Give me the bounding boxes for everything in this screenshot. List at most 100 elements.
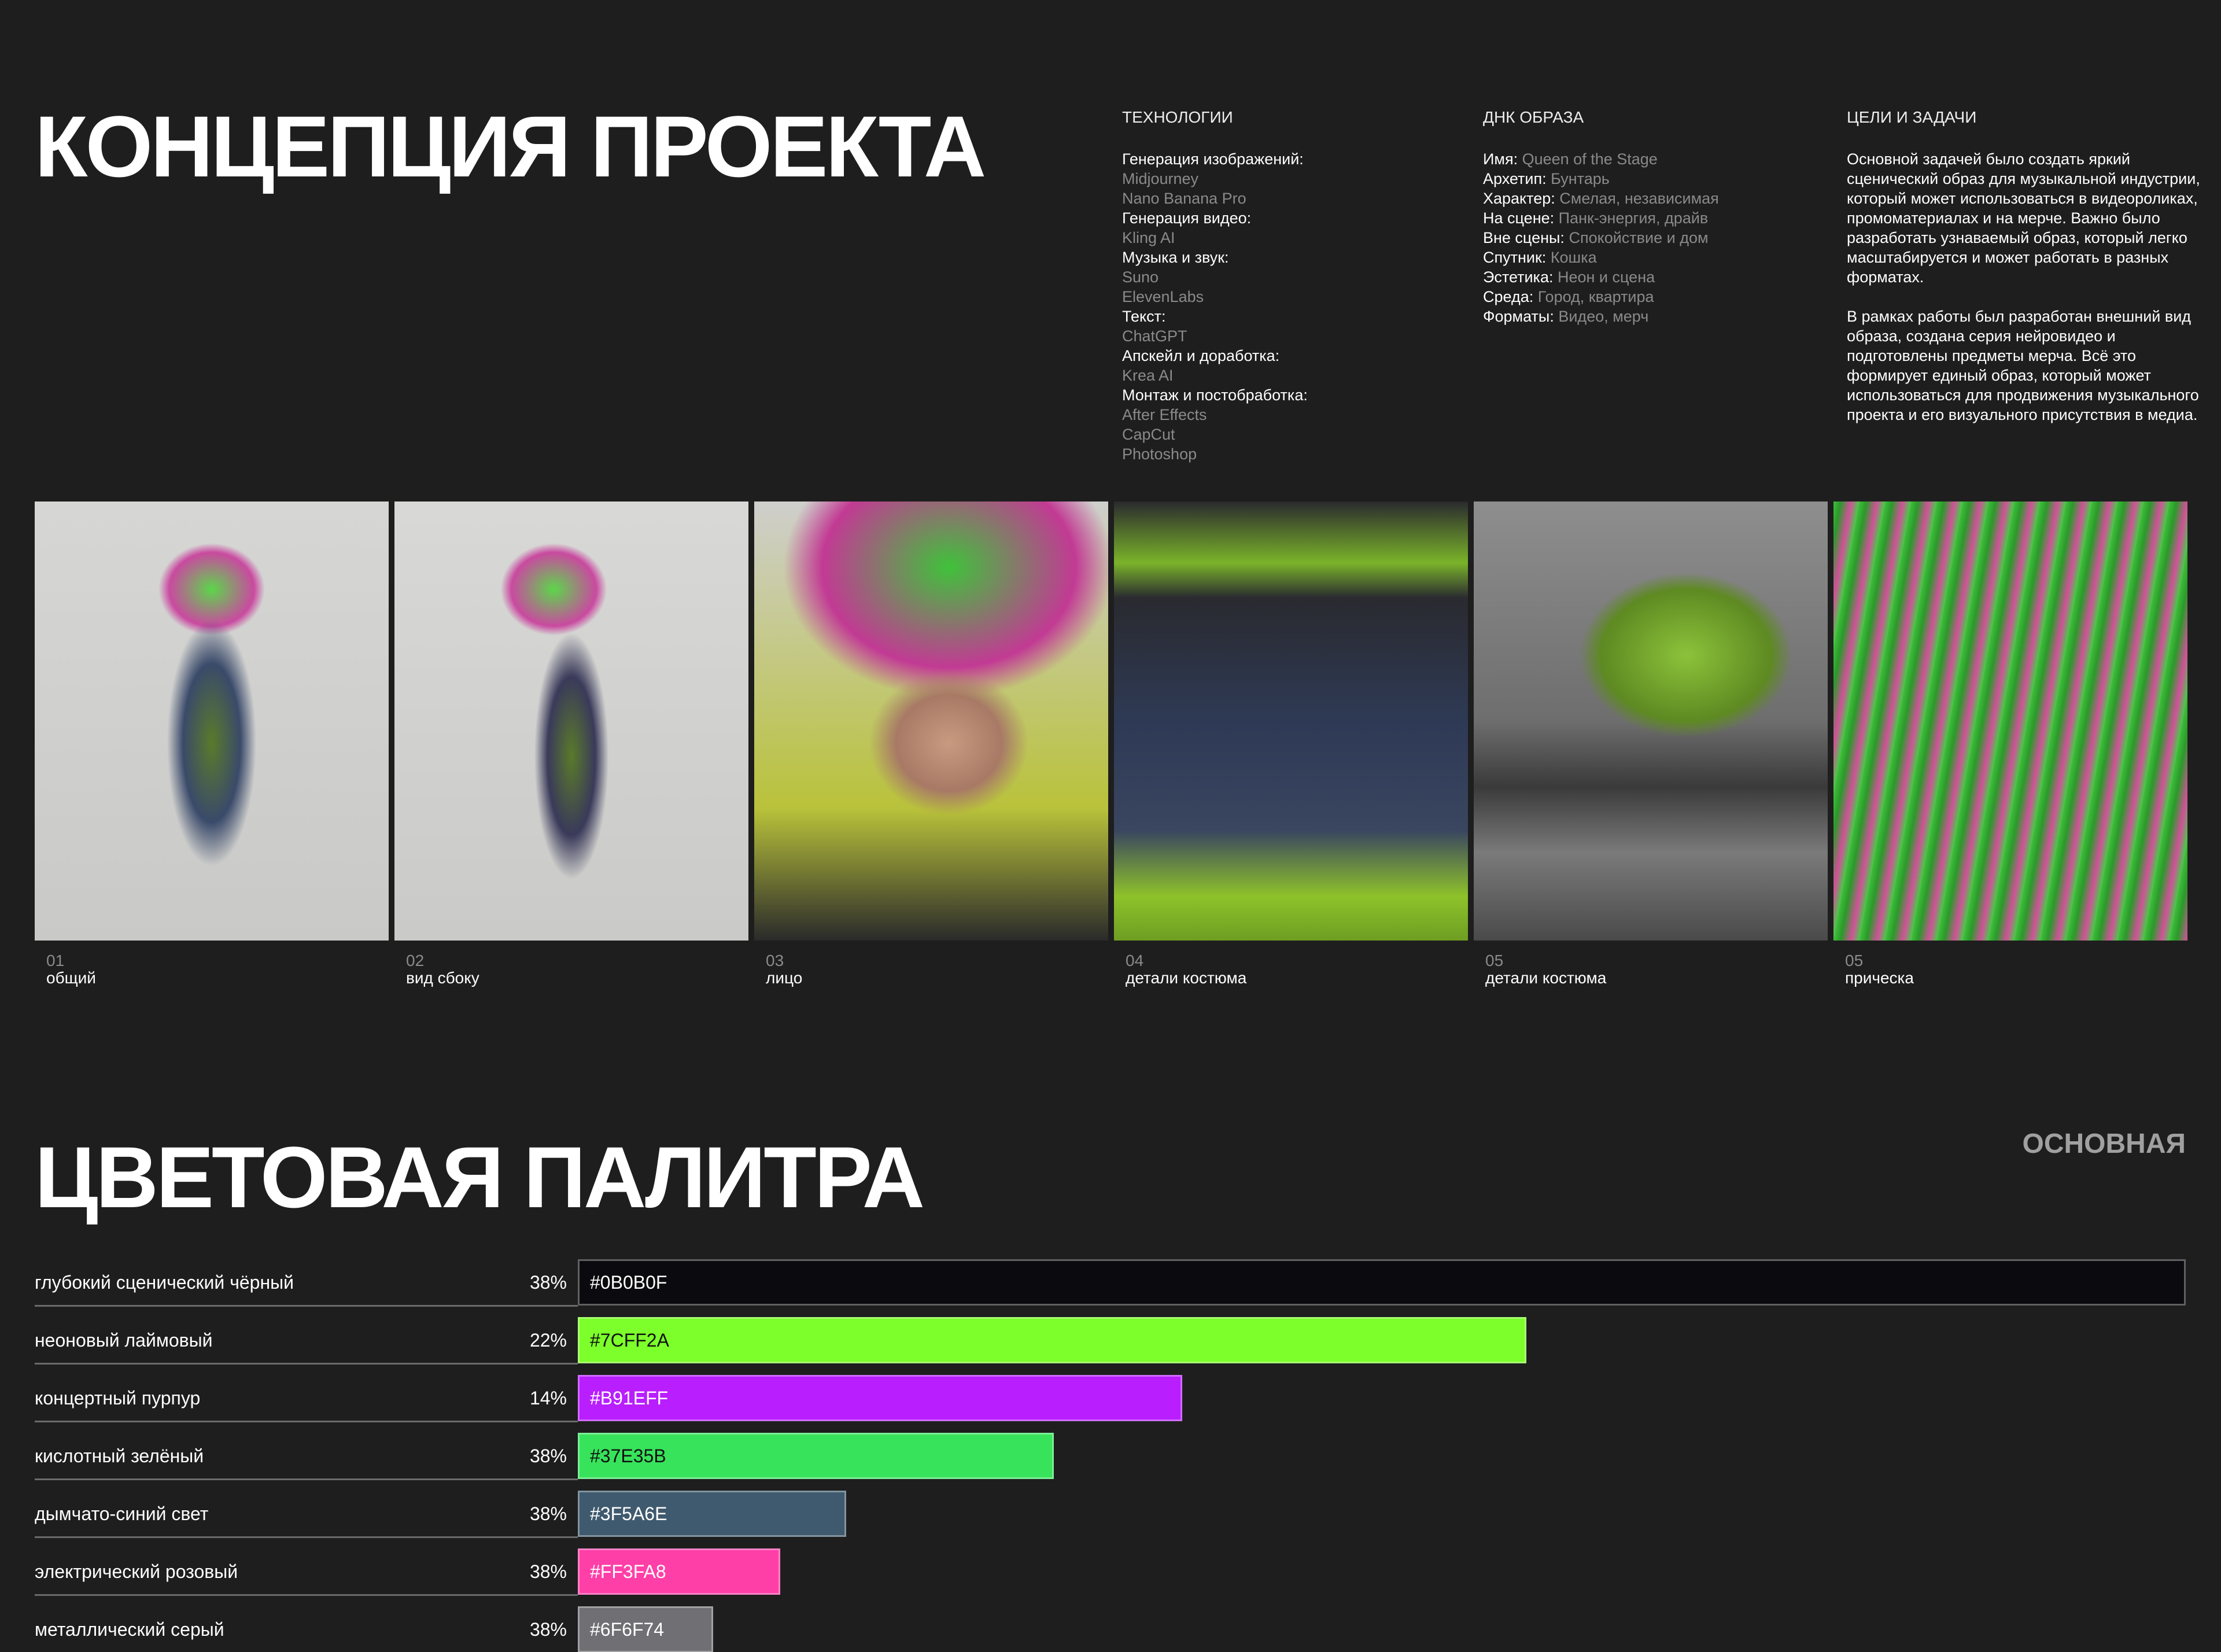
- color-swatch-bar: #B91EFF: [578, 1375, 1182, 1421]
- color-name: электрический розовый: [35, 1561, 238, 1582]
- dna-value: Неон и сцена: [1557, 268, 1655, 286]
- photo-label: детали костюма: [1485, 969, 1607, 987]
- dna-value: Бунтарь: [1551, 170, 1610, 187]
- technologies-list: Генерация изображений: Midjourney Nano Ban…: [1122, 149, 1469, 464]
- row-divider: [35, 1594, 578, 1596]
- photo-caption: 05 детали костюма: [1485, 952, 1606, 987]
- photo-label: вид сбоку: [406, 969, 479, 987]
- tech-category: Апскейл и доработка:: [1122, 347, 1280, 364]
- photo-costume-details-boot[interactable]: [1474, 502, 1828, 941]
- dna-key: Вне сцены:: [1483, 229, 1565, 246]
- dna-item: На сцене: Панк-энергия, драйв: [1483, 208, 1830, 228]
- photo-label: общий: [46, 969, 96, 987]
- palette-row: кислотный зелёный 38% #37E35B: [35, 1433, 2186, 1480]
- row-divider: [35, 1421, 578, 1422]
- dna-list: Имя: Queen of the Stage Архетип: Бунтарь Х…: [1483, 149, 1830, 326]
- dna-item: Вне сцены: Спокойствие и дом: [1483, 228, 1830, 248]
- photo-number: 03: [766, 952, 784, 969]
- dna-value: Спокойствие и дом: [1569, 229, 1709, 246]
- palette-row: металлический серый 38% #6F6F74: [35, 1606, 2186, 1652]
- photo-number: 05: [1485, 952, 1504, 969]
- goals-paragraph: Основной задачей было создать яркий сцен…: [1847, 150, 2200, 286]
- dna-item: Среда: Город, квартира: [1483, 287, 1830, 307]
- palette-row: глубокий сценический чёрный 38% #0B0B0F: [35, 1259, 2186, 1307]
- palette-row: дымчато-синий свет 38% #3F5A6E: [35, 1491, 2186, 1538]
- tech-tool: Krea AI: [1122, 367, 1174, 384]
- color-percent: 38%: [529, 1503, 567, 1524]
- goals-column: ЦЕЛИ И ЗАДАЧИ Основной задачей было созд…: [1847, 108, 2205, 425]
- photo-side-view[interactable]: [394, 502, 748, 941]
- dna-value: Город, квартира: [1537, 288, 1654, 305]
- tech-tool: ElevenLabs: [1122, 288, 1204, 305]
- photo-caption: 01 общий: [46, 952, 96, 987]
- photo-label: лицо: [766, 969, 803, 987]
- technologies-column: ТЕХНОЛОГИИ Генерация изображений: Midjour…: [1122, 108, 1469, 464]
- dna-item: Форматы: Видео, мерч: [1483, 307, 1830, 326]
- row-divider: [35, 1305, 578, 1307]
- row-divider: [35, 1536, 578, 1538]
- dna-key: Характер:: [1483, 190, 1555, 207]
- palette-row: неоновый лаймовый 22% #7CFF2A: [35, 1317, 2186, 1365]
- color-swatch-bar: #3F5A6E: [578, 1491, 846, 1537]
- technologies-heading: ТЕХНОЛОГИИ: [1122, 108, 1233, 126]
- photo-caption: 05 прическа: [1845, 952, 1914, 987]
- color-percent: 38%: [529, 1561, 567, 1582]
- dna-item: Спутник: Кошка: [1483, 248, 1830, 267]
- color-swatch-bar: #0B0B0F: [578, 1259, 2186, 1306]
- tech-tool: Kling AI: [1122, 229, 1175, 246]
- dna-key: Форматы:: [1483, 308, 1554, 325]
- color-name: концертный пурпур: [35, 1388, 201, 1408]
- palette-row: концертный пурпур 14% #B91EFF: [35, 1375, 2186, 1422]
- color-swatch-bar: #37E35B: [578, 1433, 1054, 1479]
- color-name: неоновый лаймовый: [35, 1330, 213, 1351]
- color-name: кислотный зелёный: [35, 1446, 204, 1466]
- dna-key: На сцене:: [1483, 209, 1555, 227]
- photo-costume-details-belt[interactable]: [1114, 502, 1468, 941]
- dna-key: Среда:: [1483, 288, 1534, 305]
- color-name: глубокий сценический чёрный: [35, 1272, 294, 1293]
- color-percent: 38%: [529, 1272, 567, 1293]
- goals-paragraph: В рамках работы был разработан внешний в…: [1847, 308, 2199, 423]
- dna-value: Панк-энергия, драйв: [1558, 209, 1709, 227]
- photo-gallery: [35, 502, 2187, 941]
- color-percent: 14%: [529, 1388, 567, 1408]
- tech-category: Монтаж и постобработка:: [1122, 386, 1308, 404]
- dna-key: Имя:: [1483, 150, 1518, 168]
- palette-title: ЦВЕТОВАЯ ПАЛИТРА: [35, 1129, 925, 1226]
- photo-number: 02: [406, 952, 425, 969]
- tech-tool: Nano Banana Pro: [1122, 190, 1246, 207]
- tech-category: Текст:: [1122, 308, 1166, 325]
- tech-tool: Midjourney: [1122, 170, 1199, 187]
- dna-item: Архетип: Бунтарь: [1483, 169, 1830, 189]
- dna-key: Эстетика:: [1483, 268, 1554, 286]
- dna-value: Queen of the Stage: [1522, 150, 1658, 168]
- dna-key: Спутник:: [1483, 249, 1547, 266]
- dna-item: Характер: Смелая, независимая: [1483, 189, 1830, 208]
- dna-value: Смелая, независимая: [1559, 190, 1719, 207]
- photo-face[interactable]: [754, 502, 1108, 941]
- photo-number: 01: [46, 952, 65, 969]
- tech-tool: CapCut: [1122, 426, 1175, 443]
- tech-tool: ChatGPT: [1122, 327, 1187, 345]
- tech-tool: Suno: [1122, 268, 1159, 286]
- palette-row: электрический розовый 38% #FF3FA8: [35, 1548, 2186, 1596]
- concept-title: КОНЦЕПЦИЯ ПРОЕКТА: [35, 98, 986, 195]
- dna-item: Имя: Queen of the Stage: [1483, 149, 1830, 169]
- tech-tool: Photoshop: [1122, 445, 1197, 463]
- dna-value: Кошка: [1550, 249, 1597, 266]
- color-percent: 38%: [529, 1446, 567, 1466]
- photo-number: 05: [1845, 952, 1864, 969]
- photo-caption: 02 вид сбоку: [406, 952, 479, 987]
- color-percent: 22%: [529, 1330, 567, 1351]
- tech-category: Генерация изображений:: [1122, 150, 1304, 168]
- dna-key: Архетип:: [1483, 170, 1547, 187]
- photo-full-body[interactable]: [35, 502, 389, 941]
- palette-tag: ОСНОВНАЯ: [2022, 1129, 2186, 1159]
- tech-category: Генерация видео:: [1122, 209, 1252, 227]
- color-name: металлический серый: [35, 1619, 224, 1640]
- photo-hairstyle[interactable]: [1833, 502, 2187, 941]
- color-swatch-bar: #FF3FA8: [578, 1548, 780, 1595]
- goals-heading: ЦЕЛИ И ЗАДАЧИ: [1847, 108, 1977, 126]
- dna-heading: ДНК ОБРАЗА: [1483, 108, 1584, 126]
- tech-category: Музыка и звук:: [1122, 249, 1229, 266]
